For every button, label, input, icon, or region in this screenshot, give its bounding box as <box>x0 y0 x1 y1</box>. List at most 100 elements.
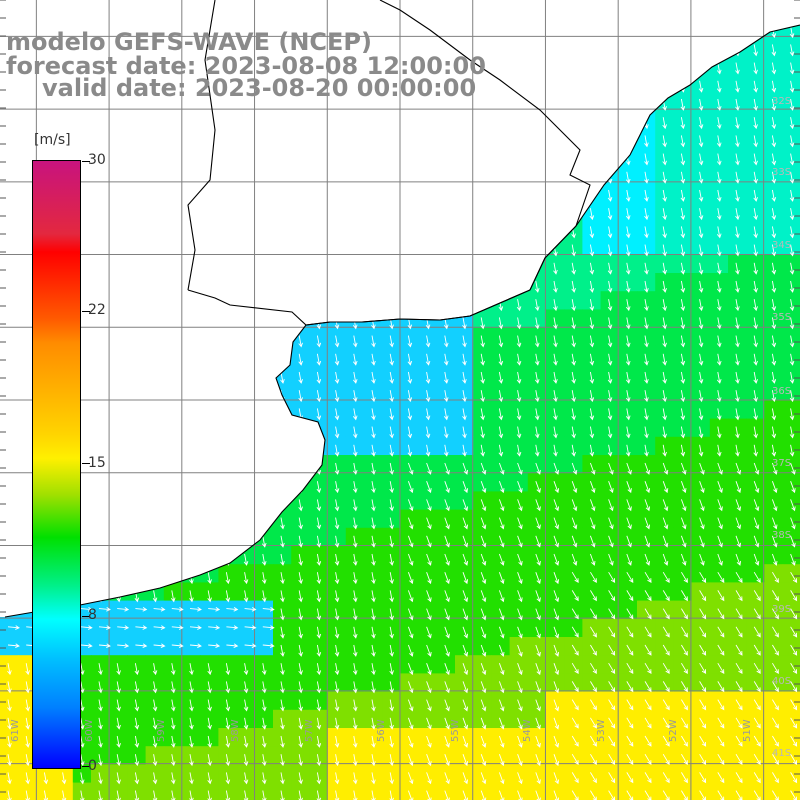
wind-arrow <box>352 553 358 566</box>
wind-speed-cell <box>291 400 310 420</box>
wind-speed-cell <box>618 764 638 784</box>
wind-arrow <box>644 553 651 566</box>
wind-arrow <box>735 753 743 765</box>
wind-speed-cell <box>618 327 638 347</box>
wind-speed-cell <box>163 691 183 711</box>
wind-speed-cell <box>509 527 529 547</box>
wind-speed-cell <box>163 782 183 800</box>
wind-speed-cell <box>746 673 765 693</box>
wind-arrow <box>608 499 614 512</box>
wind-speed-cell <box>254 582 274 602</box>
wind-speed-cell <box>254 764 274 784</box>
wind-arrow <box>589 444 595 457</box>
wind-arrow <box>571 608 579 620</box>
wind-speed-cell <box>109 709 128 729</box>
wind-speed-cell <box>200 582 219 602</box>
wind-speed-cell <box>564 491 583 511</box>
wind-arrow <box>480 608 487 621</box>
wind-arrow <box>316 590 322 603</box>
wind-speed-cell <box>709 418 729 438</box>
wind-arrow <box>517 590 523 603</box>
wind-arrow <box>207 681 212 694</box>
wind-arrow <box>771 80 777 93</box>
wind-arrow <box>789 117 795 130</box>
colorbar-tick <box>82 766 90 767</box>
wind-speed-cell <box>709 691 729 711</box>
wind-speed-cell <box>236 746 256 765</box>
wind-arrow <box>735 535 742 548</box>
wind-arrow <box>771 353 777 366</box>
wind-arrow <box>608 462 614 475</box>
wind-arrow <box>771 153 777 166</box>
wind-arrow <box>334 644 340 657</box>
wind-speed-cell <box>455 637 474 656</box>
wind-arrow <box>590 790 597 800</box>
wind-speed-cell <box>527 382 547 401</box>
wind-speed-cell <box>309 364 329 383</box>
wind-arrow <box>225 681 231 694</box>
wind-arrow <box>189 681 194 694</box>
wind-arrow <box>608 717 616 729</box>
wind-arrow <box>298 699 303 712</box>
wind-speed-cell <box>600 618 620 638</box>
wind-arrow <box>352 699 358 712</box>
wind-speed-cell <box>709 564 729 583</box>
wind-speed-cell <box>182 673 201 693</box>
wind-arrow <box>371 681 376 694</box>
wind-arrow <box>716 280 722 293</box>
wind-speed-cell <box>491 509 511 529</box>
wind-arrow <box>517 517 523 530</box>
wind-speed-cell <box>400 600 420 620</box>
wind-arrow <box>607 244 613 257</box>
wind-speed-cell <box>691 782 711 800</box>
wind-arrow <box>698 280 704 293</box>
wind-speed-cell <box>746 546 765 565</box>
wind-arrow <box>407 353 413 366</box>
wind-speed-cell <box>436 764 456 784</box>
wind-speed-cell <box>709 527 729 547</box>
wind-arrow <box>170 735 176 748</box>
wind-arrow <box>389 481 394 494</box>
wind-speed-cell <box>163 764 183 784</box>
wind-arrow <box>426 772 432 785</box>
wind-arrow <box>717 462 723 475</box>
wind-arrow <box>535 535 541 548</box>
wind-speed-cell <box>582 582 602 602</box>
wind-arrow <box>170 681 176 694</box>
wind-arrow <box>608 753 616 765</box>
wind-speed-cell <box>345 345 365 365</box>
wind-speed-cell <box>91 600 110 620</box>
wind-arrow <box>389 644 394 657</box>
wind-speed-cell <box>709 182 729 201</box>
wind-speed-cell <box>236 600 256 620</box>
wind-arrow <box>225 590 231 603</box>
wind-arrow <box>334 390 340 403</box>
wind-arrow <box>589 353 595 366</box>
wind-speed-cell <box>236 618 256 638</box>
wind-arrow <box>535 663 541 676</box>
wind-speed-cell <box>600 400 620 420</box>
wind-speed-cell <box>491 327 511 347</box>
wind-speed-cell <box>728 782 747 800</box>
wind-arrow <box>407 735 414 748</box>
wind-speed-cell <box>691 546 711 565</box>
wind-speed-cell <box>618 236 638 256</box>
wind-speed-cell <box>491 673 511 693</box>
wind-arrow <box>80 607 93 612</box>
wind-speed-cell <box>728 400 747 420</box>
wind-speed-cell <box>637 455 656 474</box>
wind-speed-cell <box>618 746 638 765</box>
wind-arrow <box>189 699 194 712</box>
wind-speed-cell <box>673 400 693 420</box>
wind-speed-cell <box>509 655 529 674</box>
wind-speed-cell <box>400 455 420 474</box>
wind-arrow <box>772 735 779 747</box>
wind-speed-cell <box>218 782 238 800</box>
wind-speed-cell <box>546 691 565 711</box>
wind-arrow <box>553 754 560 767</box>
wind-speed-cell <box>382 418 401 438</box>
wind-arrow <box>443 444 449 457</box>
wind-arrow <box>516 299 522 312</box>
wind-speed-cell <box>491 436 511 456</box>
